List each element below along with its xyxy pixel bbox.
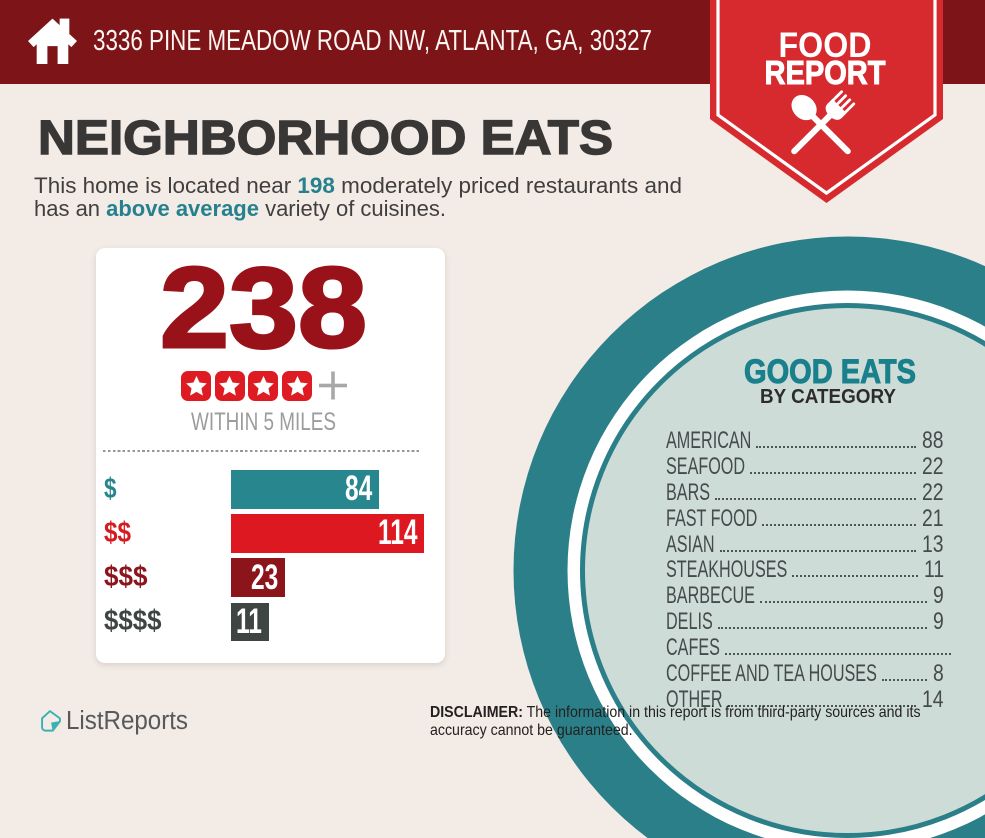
category-label: AMERICAN <box>666 428 722 454</box>
category-label: BARBECUE <box>666 583 725 609</box>
good-eats-title: GOOD EATS <box>744 355 891 389</box>
category-value: 11 <box>924 557 940 583</box>
category-label: STEAKHOUSES <box>666 557 746 583</box>
star-icon <box>248 371 278 401</box>
category-value: 22 <box>922 454 939 480</box>
chart-row: $$$$ 11 <box>96 603 446 642</box>
intro-line-2: has an above average variety of cuisines… <box>34 198 450 221</box>
bar: 84 <box>231 470 379 509</box>
category-row: SEAFOOD 22 <box>666 454 944 480</box>
dotted-leader <box>718 627 928 629</box>
dotted-leader <box>882 679 927 681</box>
bar-value: 114 <box>378 513 406 553</box>
dotted-leader <box>756 446 916 448</box>
category-value: 88 <box>922 428 939 454</box>
ribbon-line2: REPORT <box>765 54 886 91</box>
variety-highlight: above average <box>106 196 259 221</box>
bar: 11 <box>231 603 269 642</box>
category-label: DELIS <box>666 609 697 635</box>
category-row: FAST FOOD 21 <box>666 506 944 532</box>
price-tier-label: $$$$ <box>104 607 155 636</box>
category-row: BARBECUE 9 <box>666 583 944 609</box>
category-label: SEAFOOD <box>666 454 718 480</box>
category-row: COFFEE AND TEA HOUSES 8 <box>666 661 944 687</box>
plus-icon <box>319 371 347 400</box>
category-value: 9 <box>933 609 942 635</box>
category-row: CAFES <box>666 635 944 661</box>
stats-card: 238 WITHIN 5 MILES $ 84 $$ 114 $$$ 23 $$… <box>96 248 446 663</box>
radius-label: WITHIN 5 MILES <box>191 410 299 435</box>
category-row: ASIAN 13 <box>666 532 944 558</box>
page-title: NEIGHBORHOOD EATS <box>38 115 650 163</box>
dotted-leader <box>725 653 951 655</box>
star-icon <box>181 371 211 401</box>
intro-line-1: This home is located near 198 moderately… <box>34 175 702 198</box>
price-tier-label: $ <box>104 475 114 504</box>
chart-row: $$$ 23 <box>96 558 446 597</box>
property-address: 3336 PINE MEADOW ROAD NW, ATLANTA, GA, 3… <box>93 27 529 56</box>
dashed-divider <box>103 450 421 452</box>
category-value: 8 <box>933 661 942 687</box>
intro-text: This home is located near 198 moderately… <box>34 175 682 220</box>
bar: 23 <box>231 558 285 597</box>
price-bar-chart: $ 84 $$ 114 $$$ 23 $$$$ 11 <box>96 470 446 647</box>
dotted-leader <box>720 550 917 552</box>
category-label: CAFES <box>666 635 702 661</box>
category-value: 13 <box>922 532 939 558</box>
category-row: DELIS 9 <box>666 609 944 635</box>
category-label: BARS <box>666 480 695 506</box>
dotted-leader <box>760 601 927 603</box>
category-value: 21 <box>922 506 939 532</box>
bar-value: 11 <box>236 602 254 642</box>
category-list: AMERICAN 88 SEAFOOD 22 BARS 22 FAST FOOD… <box>666 428 944 713</box>
rating-row <box>181 371 347 401</box>
home-icon <box>27 17 78 64</box>
chart-row: $ 84 <box>96 470 446 509</box>
dotted-leader <box>715 498 916 500</box>
price-tier-label: $$$ <box>104 563 143 592</box>
bar-value: 23 <box>251 558 270 598</box>
price-tier-label: $$ <box>104 519 127 548</box>
dotted-leader <box>750 472 916 474</box>
category-label: COFFEE AND TEA HOUSES <box>666 661 805 687</box>
category-label: FAST FOOD <box>666 506 726 532</box>
dotted-leader <box>762 524 916 526</box>
bar: 114 <box>231 514 424 553</box>
disclaimer: DISCLAIMER: The information in this repo… <box>430 704 926 741</box>
restaurant-total: 238 <box>160 252 385 366</box>
star-icon <box>282 371 312 401</box>
dotted-leader <box>792 575 918 577</box>
bar-value: 84 <box>345 469 364 509</box>
star-icon <box>215 371 245 401</box>
category-value: 9 <box>933 583 942 609</box>
category-label: ASIAN <box>666 532 698 558</box>
listreports-house-icon <box>40 709 62 733</box>
category-row: BARS 22 <box>666 480 944 506</box>
restaurant-count: 198 <box>297 173 334 198</box>
good-eats-subtitle: BY CATEGORY <box>760 387 885 408</box>
category-row: AMERICAN 88 <box>666 428 944 454</box>
brand-name: ListReports <box>66 709 181 735</box>
disclaimer-label: DISCLAIMER: <box>430 704 523 721</box>
category-row: STEAKHOUSES 11 <box>666 557 944 583</box>
chart-row: $$ 114 <box>96 514 446 553</box>
food-report-ribbon: FOOD REPORT <box>710 0 943 204</box>
category-value: 22 <box>922 480 939 506</box>
